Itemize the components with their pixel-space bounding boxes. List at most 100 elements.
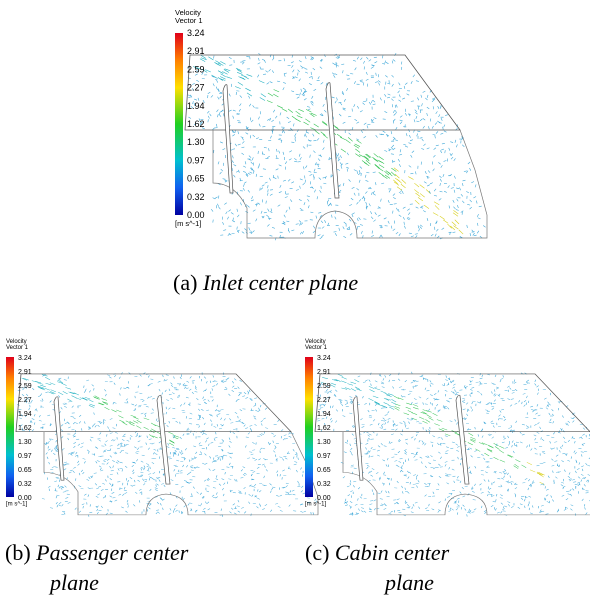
vector bbox=[321, 82, 323, 84]
vector bbox=[343, 236, 346, 237]
vector bbox=[424, 443, 426, 445]
vector bbox=[235, 86, 241, 88]
vector bbox=[456, 444, 458, 446]
vector bbox=[416, 207, 419, 208]
vector bbox=[235, 506, 236, 508]
vector bbox=[385, 422, 386, 424]
vector bbox=[323, 177, 326, 178]
vector bbox=[117, 460, 119, 462]
vector bbox=[210, 420, 211, 422]
legend-tick-label: 0.97 bbox=[18, 453, 32, 460]
vector bbox=[470, 510, 471, 512]
vector bbox=[147, 466, 149, 467]
vector bbox=[515, 484, 518, 485]
vector bbox=[350, 451, 352, 453]
vector bbox=[81, 488, 84, 489]
vector bbox=[351, 402, 352, 404]
vector bbox=[107, 434, 108, 436]
vector bbox=[530, 470, 535, 472]
vector bbox=[220, 96, 222, 98]
vector bbox=[398, 451, 400, 453]
vector bbox=[373, 100, 375, 102]
vector bbox=[152, 462, 154, 464]
vector bbox=[497, 478, 500, 479]
vector bbox=[247, 458, 250, 459]
vector bbox=[224, 418, 226, 420]
vector bbox=[399, 83, 401, 86]
vector bbox=[411, 402, 412, 404]
vector bbox=[386, 62, 389, 63]
vector bbox=[560, 447, 561, 449]
vector bbox=[239, 109, 241, 112]
vector bbox=[408, 477, 409, 479]
vector bbox=[524, 499, 525, 501]
vector bbox=[215, 197, 218, 199]
vector bbox=[455, 140, 456, 143]
vector bbox=[380, 499, 383, 500]
vector bbox=[285, 161, 287, 163]
vector bbox=[138, 480, 140, 482]
vector bbox=[369, 204, 370, 207]
vector bbox=[123, 388, 126, 389]
legend-tick-label: 2.59 bbox=[187, 64, 205, 74]
vector bbox=[189, 418, 192, 419]
vector bbox=[181, 453, 183, 455]
vector bbox=[208, 509, 210, 510]
vector bbox=[228, 234, 230, 236]
vector bbox=[508, 428, 511, 429]
vector bbox=[99, 440, 101, 442]
vector bbox=[155, 488, 158, 489]
vector bbox=[85, 389, 86, 391]
vector bbox=[554, 442, 557, 443]
vector bbox=[232, 390, 234, 392]
vector bbox=[50, 383, 55, 385]
vector bbox=[477, 214, 478, 217]
vector bbox=[582, 499, 584, 501]
vector bbox=[525, 478, 527, 479]
vector bbox=[409, 166, 411, 168]
vector bbox=[164, 485, 165, 487]
vector bbox=[61, 488, 62, 490]
vector bbox=[261, 434, 264, 435]
vector bbox=[297, 115, 303, 117]
legend-title: Velocity bbox=[305, 339, 326, 345]
vector bbox=[335, 101, 336, 104]
vector bbox=[444, 160, 447, 161]
vector bbox=[415, 502, 418, 503]
vector bbox=[170, 383, 172, 385]
vector bbox=[189, 460, 190, 462]
vector bbox=[466, 403, 468, 405]
vector bbox=[38, 396, 40, 397]
vector bbox=[393, 148, 395, 150]
vector bbox=[221, 169, 223, 171]
vector bbox=[291, 230, 294, 231]
vector bbox=[387, 458, 388, 460]
vector bbox=[216, 383, 217, 385]
vector bbox=[271, 120, 273, 122]
vector bbox=[472, 402, 473, 404]
vector bbox=[392, 104, 393, 107]
vector bbox=[404, 413, 409, 415]
vector bbox=[542, 453, 545, 454]
vector bbox=[89, 405, 94, 407]
vector bbox=[500, 380, 501, 382]
vector bbox=[298, 109, 303, 111]
vector bbox=[196, 80, 199, 81]
vector bbox=[434, 202, 439, 205]
vector bbox=[389, 374, 391, 376]
vector bbox=[343, 109, 346, 110]
vector bbox=[160, 503, 161, 505]
vector bbox=[238, 131, 239, 134]
vector bbox=[355, 504, 358, 505]
vector bbox=[572, 436, 573, 438]
vector bbox=[257, 75, 258, 78]
vector bbox=[391, 168, 396, 171]
vector bbox=[382, 460, 384, 461]
vector bbox=[68, 401, 71, 402]
vector bbox=[566, 498, 568, 500]
vector bbox=[395, 174, 399, 178]
vector bbox=[358, 509, 359, 511]
vector bbox=[340, 103, 342, 105]
vector bbox=[440, 191, 443, 192]
vector bbox=[178, 395, 180, 396]
